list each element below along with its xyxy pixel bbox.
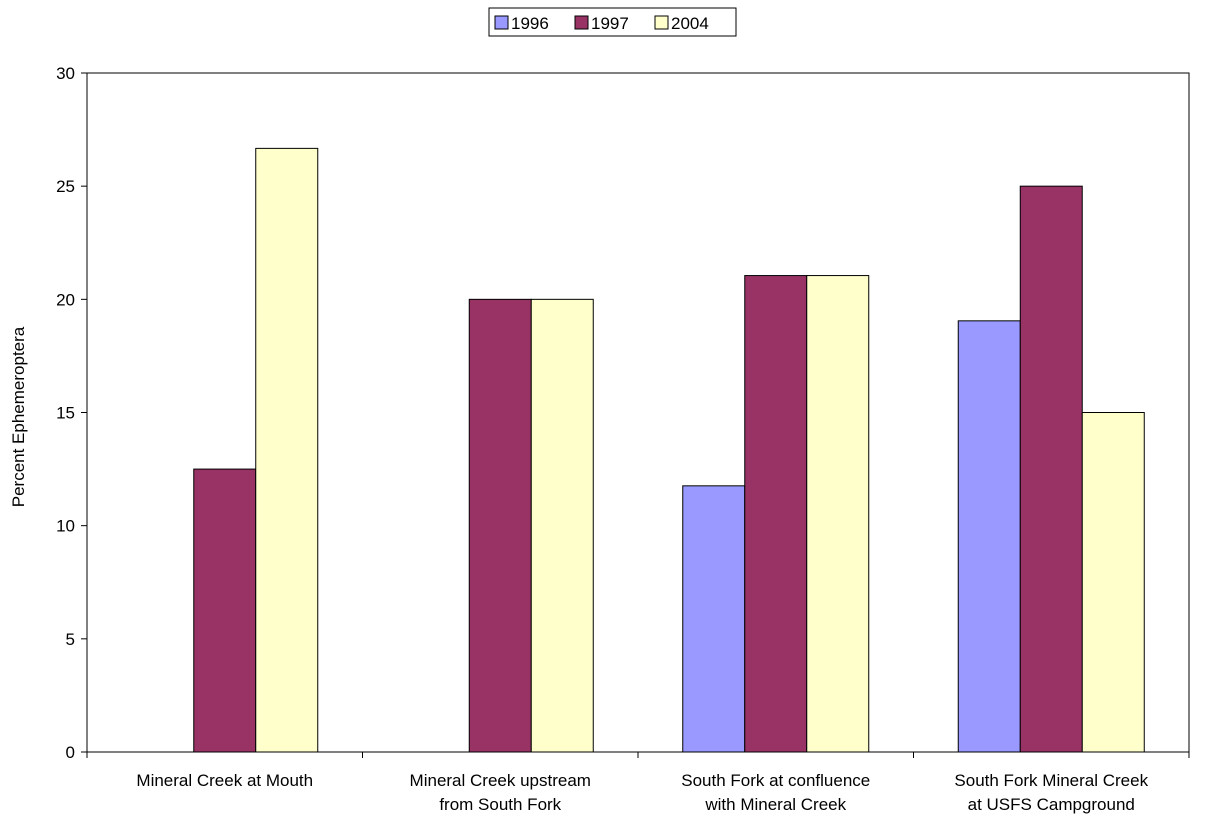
bar-1996 (957, 320, 1021, 753)
legend-swatch-2004 (654, 15, 669, 30)
x-tick-label: South Fork at confluence with Mineral Cre… (681, 771, 870, 814)
legend-frame (488, 7, 737, 37)
bar-2004 (1081, 412, 1145, 753)
y-axis: 0 5 10 15 20 25 30 (56, 64, 87, 762)
x-tick-label: South Fork Mineral Creek at USFS Campgrou… (954, 771, 1148, 814)
bar-2004 (530, 298, 594, 753)
bar-1997 (468, 298, 532, 753)
y-tick-label: 5 (66, 630, 75, 649)
x-axis: Mineral Creek at Mouth Mineral Creek upst… (86, 752, 1190, 814)
legend: 1996 1997 2004 (488, 7, 737, 37)
y-axis-label: Percent Ephemeroptera (9, 326, 28, 507)
bar-1997 (193, 468, 257, 753)
x-tick-label: Mineral Creek at Mouth (136, 771, 313, 790)
y-tick-label: 15 (56, 404, 75, 423)
legend-label-1997: 1997 (591, 14, 629, 33)
bar-2004 (255, 147, 319, 753)
bars (193, 147, 1145, 753)
legend-swatch-1996 (494, 15, 509, 30)
bar-1996 (682, 485, 746, 753)
bar-1997 (1019, 185, 1083, 753)
y-tick-label: 30 (56, 64, 75, 83)
bar-2004 (806, 275, 870, 753)
bar-1997 (744, 275, 808, 753)
y-tick-label: 25 (56, 177, 75, 196)
legend-label-2004: 2004 (671, 14, 709, 33)
x-tick-label: Mineral Creek upstream from South Fork (410, 771, 591, 814)
y-tick-label: 20 (56, 290, 75, 309)
legend-swatch-1997 (574, 15, 589, 30)
legend-label-1996: 1996 (511, 14, 549, 33)
y-tick-label: 0 (66, 743, 75, 762)
y-tick-label: 10 (56, 517, 75, 536)
